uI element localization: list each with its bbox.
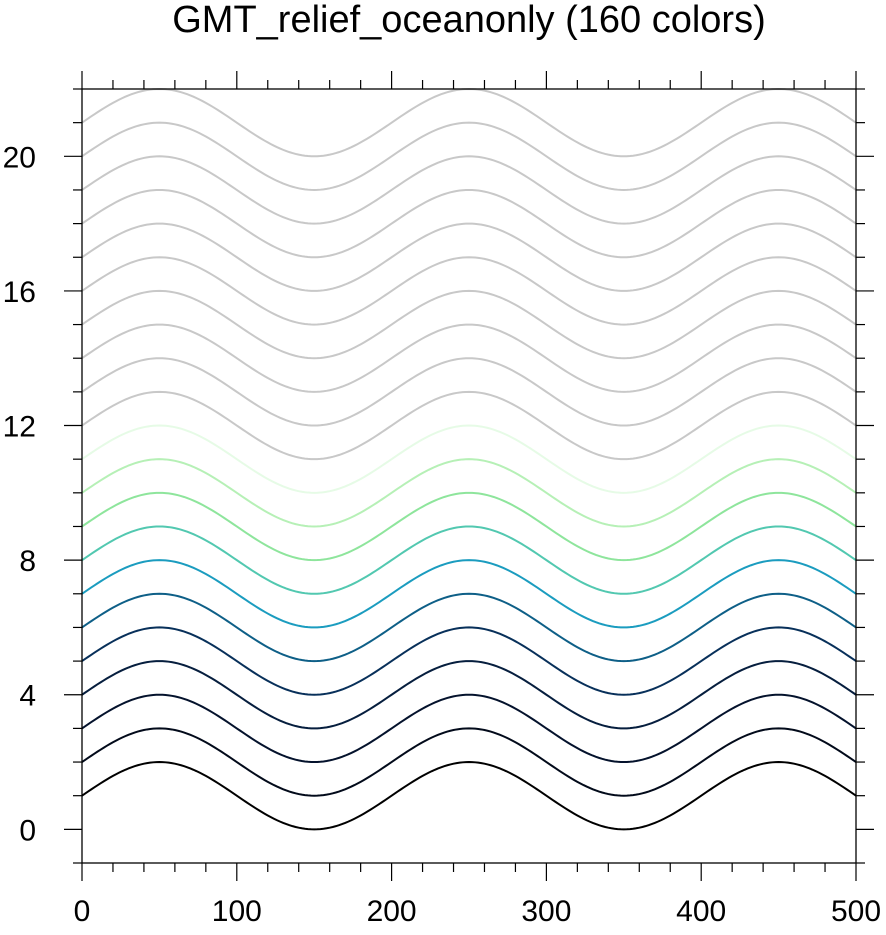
y-tick-label: 16: [3, 276, 36, 309]
y-tick-label: 20: [3, 141, 36, 174]
series-line-11: [81, 424, 857, 494]
series-line-6: [81, 592, 857, 663]
series-line-8: [81, 525, 857, 595]
series-line-16: [81, 256, 857, 326]
x-tick-label: 300: [521, 895, 571, 928]
tick-labels: 0 100 200 300 400 500 0 4 8 12 16 20: [3, 141, 881, 928]
y-tick-label: 8: [19, 545, 36, 578]
series-line-7: [81, 559, 857, 629]
x-tick-label: 200: [367, 895, 417, 928]
series-line-4: [81, 660, 857, 730]
series-line-9: [81, 491, 857, 562]
x-tick-label: 0: [74, 895, 91, 928]
series-line-5: [81, 626, 857, 696]
x-tick-label: 100: [212, 895, 262, 928]
series-line-19: [81, 155, 857, 225]
chart-title: GMT_relief_oceanonly (160 colors): [172, 0, 766, 41]
series-line-14: [81, 323, 857, 393]
series-line-12: [81, 390, 857, 461]
y-tick-label: 4: [19, 680, 36, 713]
x-tick-label: 500: [831, 895, 881, 928]
plot-frame: [81, 88, 857, 864]
series-line-2: [81, 727, 857, 797]
series-line-3: [81, 693, 857, 764]
series-lines: [81, 87, 857, 831]
y-tick-label: 0: [19, 814, 36, 847]
series-line-10: [81, 458, 857, 528]
y-tick-label: 12: [3, 411, 36, 444]
series-line-1: [81, 761, 857, 831]
series-line-15: [81, 289, 857, 360]
series-line-18: [81, 188, 857, 259]
series-line-17: [81, 222, 857, 292]
axis-ticks: [64, 71, 874, 881]
x-tick-label: 400: [676, 895, 726, 928]
series-line-20: [81, 121, 857, 191]
series-line-13: [81, 357, 857, 427]
